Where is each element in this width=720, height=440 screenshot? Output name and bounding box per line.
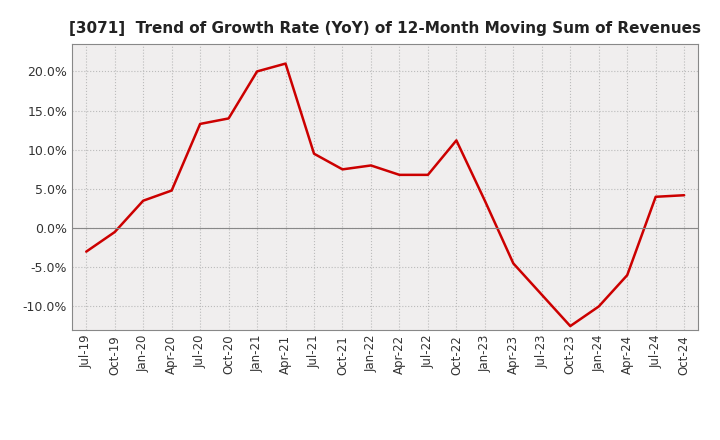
Title: [3071]  Trend of Growth Rate (YoY) of 12-Month Moving Sum of Revenues: [3071] Trend of Growth Rate (YoY) of 12-… xyxy=(69,21,701,36)
